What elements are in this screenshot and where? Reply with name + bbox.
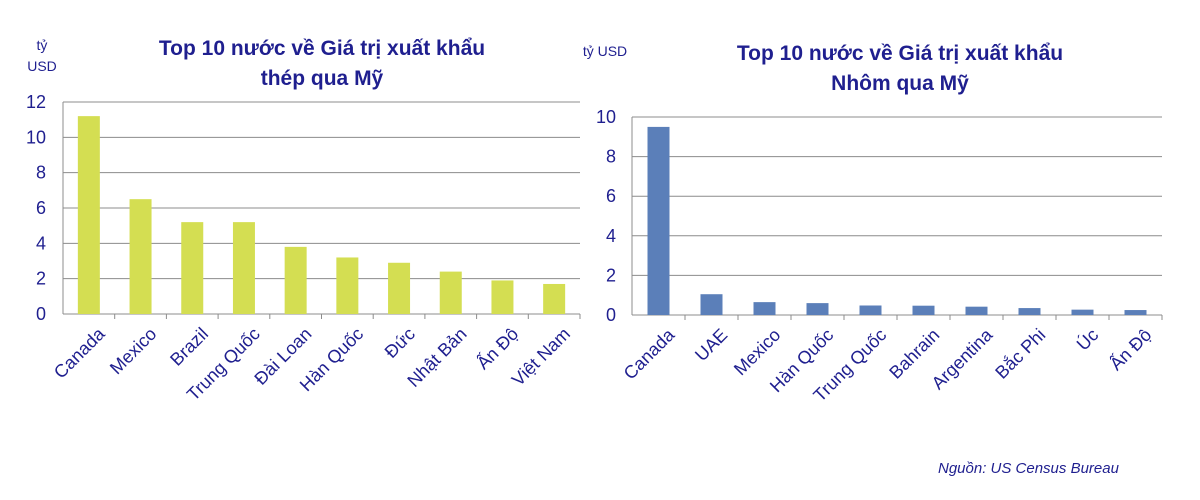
x-tick-label: Đức	[381, 324, 419, 362]
bar	[859, 305, 882, 315]
bar	[77, 116, 100, 314]
y-tick-label: 10	[596, 107, 616, 127]
y-tick-label: 8	[36, 163, 46, 183]
bar	[232, 222, 255, 314]
source-note: Nguồn: US Census Bureau	[938, 460, 1119, 477]
y-tick-label: 6	[606, 186, 616, 206]
bar	[543, 283, 566, 314]
bar	[1018, 308, 1041, 315]
bar	[806, 303, 829, 315]
y-unit-label: tỷ USD	[583, 43, 627, 59]
y-tick-label: 2	[606, 265, 616, 285]
bar	[965, 306, 988, 315]
bar	[491, 280, 514, 314]
bar	[647, 126, 670, 316]
x-tick-label: Ấn Độ	[1105, 324, 1155, 374]
bar	[181, 222, 204, 314]
x-tick-label: Canada	[50, 323, 109, 382]
bar	[753, 302, 776, 315]
x-tick-label: Ấn Độ	[472, 323, 522, 373]
bar	[912, 305, 935, 315]
bar	[284, 246, 307, 314]
chart-title-line: Top 10 nước về Giá trị xuất khẩu	[737, 42, 1063, 65]
y-unit-label: USD	[27, 58, 57, 74]
aluminum-export-chart: Top 10 nước về Giá trị xuất khẩu Nhôm qua…	[583, 42, 1163, 406]
chart-title-line: Nhôm qua Mỹ	[831, 72, 969, 95]
chart-title-line: Top 10 nước về Giá trị xuất khẩu	[159, 37, 485, 60]
y-unit-label: tỷ	[37, 37, 48, 53]
steel-export-chart: Top 10 nước về Giá trị xuất khẩu thép qua…	[26, 37, 581, 405]
bar	[1071, 309, 1094, 315]
x-tick-label: UAE	[691, 325, 731, 365]
bar	[439, 271, 462, 314]
x-tick-label: Bắc Phi	[991, 324, 1050, 383]
y-tick-label: 10	[26, 127, 46, 147]
y-tick-label: 12	[26, 92, 46, 112]
chart-title-line: thép qua Mỹ	[261, 67, 384, 90]
y-tick-label: 0	[606, 305, 616, 325]
x-tick-label: Úc	[1072, 324, 1102, 354]
x-tick-label: Canada	[620, 324, 679, 383]
y-tick-label: 6	[36, 198, 46, 218]
y-tick-label: 4	[606, 226, 616, 246]
bar	[129, 199, 152, 314]
bar	[700, 294, 723, 315]
y-tick-label: 8	[606, 147, 616, 167]
bar	[388, 262, 411, 314]
bar	[1124, 310, 1147, 315]
x-tick-label: Mexico	[106, 324, 160, 378]
x-tick-label: Brazil	[166, 324, 212, 370]
y-tick-label: 4	[36, 233, 46, 253]
y-tick-label: 2	[36, 269, 46, 289]
bar	[336, 257, 359, 314]
y-tick-label: 0	[36, 304, 46, 324]
